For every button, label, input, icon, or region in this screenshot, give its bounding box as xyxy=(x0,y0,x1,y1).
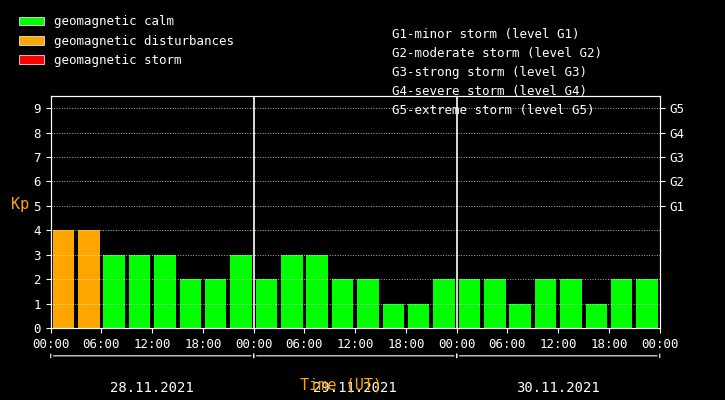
Bar xyxy=(332,279,353,328)
Text: G1-minor storm (level G1)
G2-moderate storm (level G2)
G3-strong storm (level G3: G1-minor storm (level G1) G2-moderate st… xyxy=(392,28,602,117)
Bar xyxy=(560,279,581,328)
Text: 29.11.2021: 29.11.2021 xyxy=(313,381,397,395)
Bar xyxy=(205,279,226,328)
Bar xyxy=(535,279,556,328)
Bar xyxy=(256,279,277,328)
Bar xyxy=(408,304,429,328)
Bar xyxy=(459,279,480,328)
Bar xyxy=(434,279,455,328)
Bar xyxy=(637,279,658,328)
Bar xyxy=(180,279,201,328)
Bar xyxy=(154,255,175,328)
Text: Time (UT): Time (UT) xyxy=(299,377,382,392)
Bar xyxy=(104,255,125,328)
Bar xyxy=(281,255,302,328)
Bar xyxy=(484,279,505,328)
Bar xyxy=(611,279,632,328)
Legend: geomagnetic calm, geomagnetic disturbances, geomagnetic storm: geomagnetic calm, geomagnetic disturbanc… xyxy=(14,10,239,72)
Bar xyxy=(510,304,531,328)
Bar xyxy=(78,230,99,328)
Bar xyxy=(586,304,607,328)
Bar xyxy=(231,255,252,328)
Text: 30.11.2021: 30.11.2021 xyxy=(516,381,600,395)
Bar xyxy=(129,255,150,328)
Bar xyxy=(53,230,74,328)
Bar xyxy=(383,304,404,328)
Y-axis label: Kp: Kp xyxy=(11,197,29,212)
Text: 28.11.2021: 28.11.2021 xyxy=(110,381,194,395)
Bar xyxy=(357,279,378,328)
Bar xyxy=(307,255,328,328)
